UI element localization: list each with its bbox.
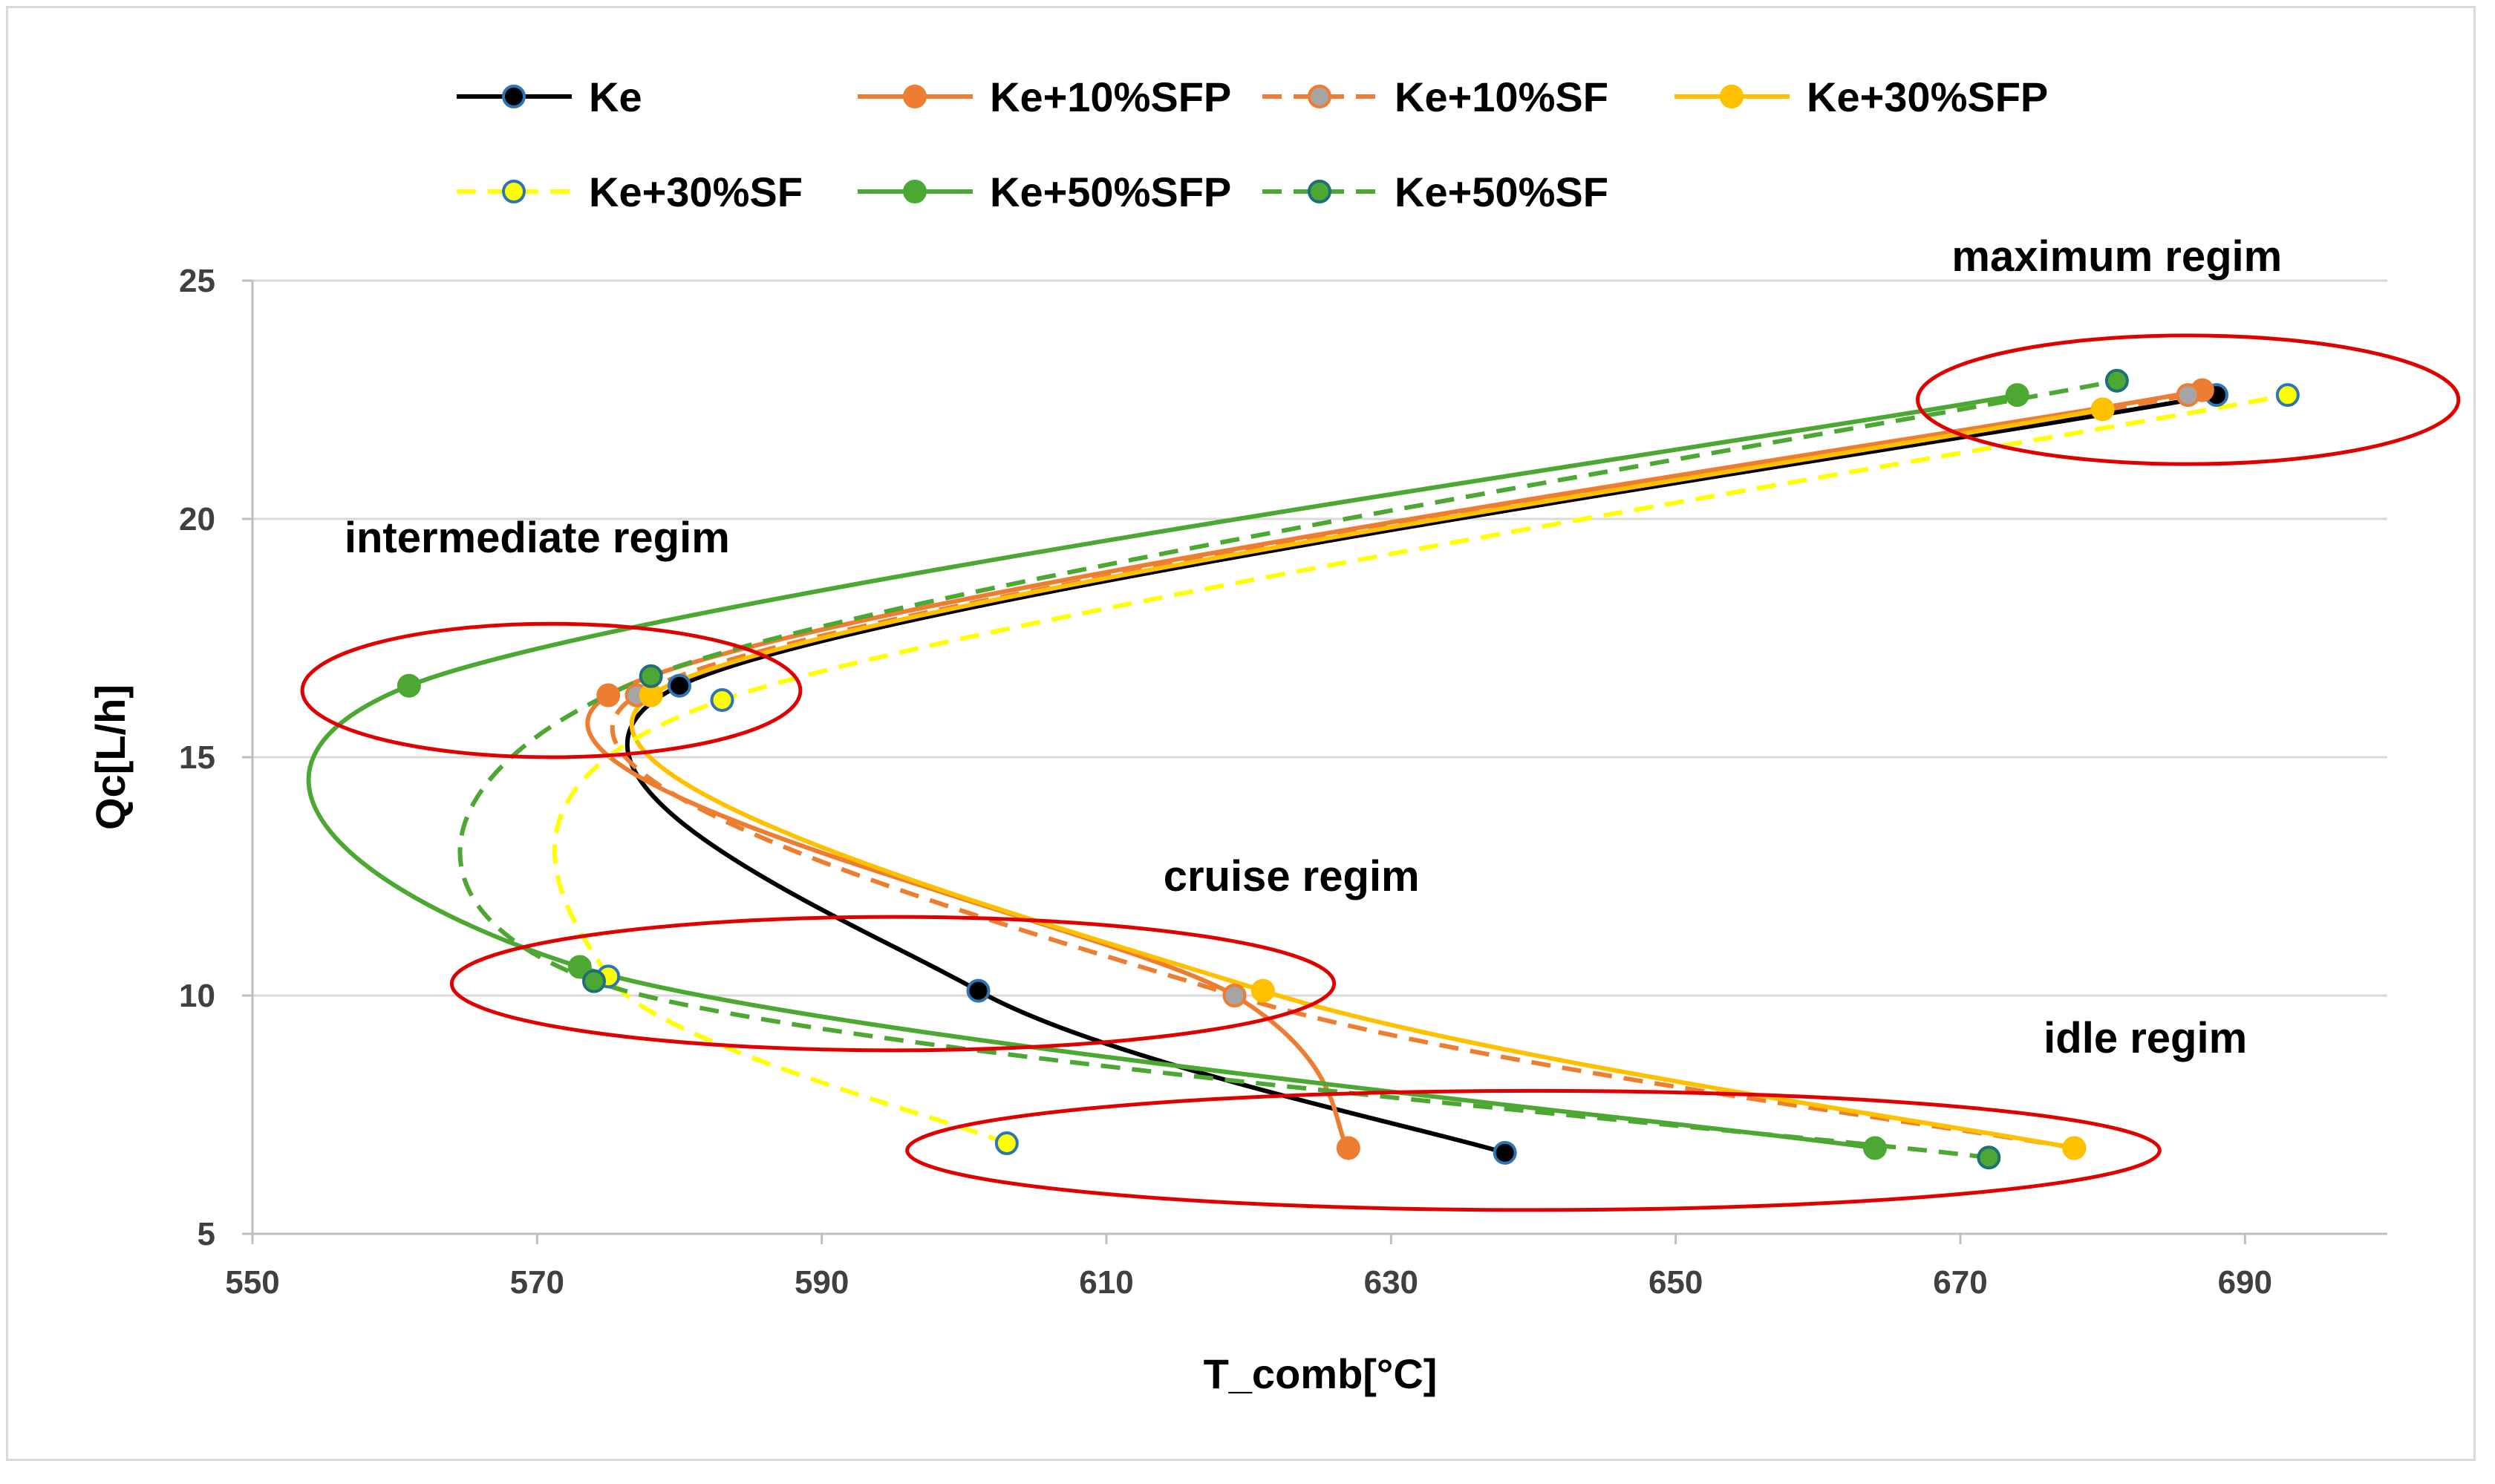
legend-label-ke-plus-50pctsf: Ke+50%SF — [1395, 169, 1608, 215]
regime-annotations: maximum regim intermediate regim cruise re… — [345, 232, 2282, 1062]
x-tick-label: 550 — [225, 1264, 279, 1301]
series-line-ke-plus-50pctsfp — [306, 393, 2018, 1151]
ellipse-maximum-regim — [1916, 333, 2461, 466]
ellipse-idle-regim — [905, 1088, 2162, 1212]
point-ke-plus-50pctsfp-1 — [567, 955, 592, 979]
series-lines — [306, 378, 2289, 1160]
x-tick-label: 670 — [1933, 1264, 1987, 1301]
x-tick-label: 630 — [1364, 1264, 1418, 1301]
point-ke-plus-30pctsf-2 — [710, 687, 734, 712]
point-ke-plus-50pctsf-2 — [639, 664, 663, 688]
legend-label-ke-plus-30pctsfp: Ke+30%SFP — [1807, 73, 2048, 120]
legend-label-ke-plus-10pctsfp: Ke+10%SFP — [990, 73, 1231, 120]
point-ke-plus-10pctsfp-2 — [596, 683, 621, 707]
legend-marker-ke-plus-30pctsf — [502, 180, 526, 203]
point-ke-plus-30pctsf-3 — [2275, 383, 2300, 408]
series-line-ke-plus-10pctsfp — [585, 388, 2203, 1150]
legend-label-ke: Ke — [589, 73, 642, 120]
y-tick-label: 10 — [179, 978, 215, 1014]
legend-label-ke-plus-30pctsf: Ke+30%SF — [589, 169, 803, 215]
series-markers — [397, 368, 2300, 1170]
legend-marker-ke — [502, 85, 526, 108]
legend-label-ke-plus-10pctsf: Ke+10%SF — [1395, 73, 1608, 120]
legend-marker-ke-plus-50pctsf — [1308, 180, 1331, 203]
point-ke-0 — [1493, 1140, 1517, 1165]
regime-ellipses — [300, 333, 2461, 1212]
point-ke-plus-30pctsfp-0 — [2062, 1136, 2087, 1160]
x-tick-label: 570 — [510, 1264, 564, 1301]
ellipse-cruise-regim — [449, 915, 1337, 1053]
series-line-ke-plus-30pctsfp — [629, 407, 2104, 1151]
legend-marker-ke-plus-50pctsfp — [903, 180, 927, 203]
annotation-cruise-regim: cruise regim — [1164, 852, 1420, 900]
point-ke-plus-10pctsf-1 — [1222, 984, 1247, 1007]
legend-label-ke-plus-50pctsfp: Ke+50%SFP — [990, 169, 1231, 215]
legend: Ke Ke+10%SFP Ke+10%SF Ke+30%SFP Ke+30%SF Ke+5… — [457, 73, 2048, 215]
point-ke-plus-50pctsf-0 — [1977, 1145, 2001, 1170]
point-ke-plus-50pctsf-3 — [2104, 368, 2129, 393]
y-tick-label: 20 — [179, 501, 215, 537]
legend-marker-ke-plus-10pctsfp — [903, 85, 927, 108]
tick-labels: 5 10 15 20 25 550 570 590 610 630 650 670 690 — [179, 263, 2272, 1301]
y-tick-label: 25 — [179, 263, 215, 299]
y-tick-label: 5 — [198, 1216, 215, 1252]
point-ke-plus-50pctsfp-2 — [397, 673, 421, 698]
series-line-ke-plus-50pctsf — [457, 378, 2118, 1160]
point-ke-1 — [966, 978, 991, 1003]
point-ke-plus-50pctsfp-0 — [1863, 1136, 1887, 1160]
point-ke-plus-50pctsfp-3 — [2005, 383, 2029, 408]
point-ke-plus-30pctsf-0 — [994, 1131, 1019, 1156]
x-tick-label: 690 — [2218, 1264, 2272, 1301]
x-tick-label: 590 — [795, 1264, 849, 1301]
y-tick-label: 15 — [179, 739, 215, 776]
series-line-ke-plus-10pctsf — [610, 393, 2189, 1151]
point-ke-plus-30pctsfp-1 — [1250, 978, 1275, 1003]
y-axis-title: Qc[L/h] — [87, 684, 134, 830]
x-tick-label: 610 — [1079, 1264, 1133, 1301]
point-ke-plus-50pctsf-1 — [582, 969, 606, 993]
point-ke-2 — [668, 673, 691, 698]
point-ke-plus-10pctsf-3 — [2176, 383, 2200, 408]
annotation-intermediate-regim: intermediate regim — [345, 514, 730, 562]
point-ke-plus-10pctsfp-0 — [1336, 1136, 1360, 1160]
annotation-maximum-regim: maximum regim — [1951, 232, 2282, 281]
legend-marker-ke-plus-10pctsf — [1308, 85, 1331, 108]
legend-marker-ke-plus-30pctsfp — [1720, 85, 1744, 108]
point-ke-plus-30pctsfp-3 — [2090, 397, 2115, 422]
annotation-idle-regim: idle regim — [2044, 1014, 2247, 1062]
x-axis-title: T_comb[°C] — [1204, 1350, 1438, 1397]
chart-frame — [6, 6, 2476, 1461]
x-tick-label: 650 — [1648, 1264, 1703, 1301]
ellipse-intermediate-regim — [300, 621, 803, 759]
